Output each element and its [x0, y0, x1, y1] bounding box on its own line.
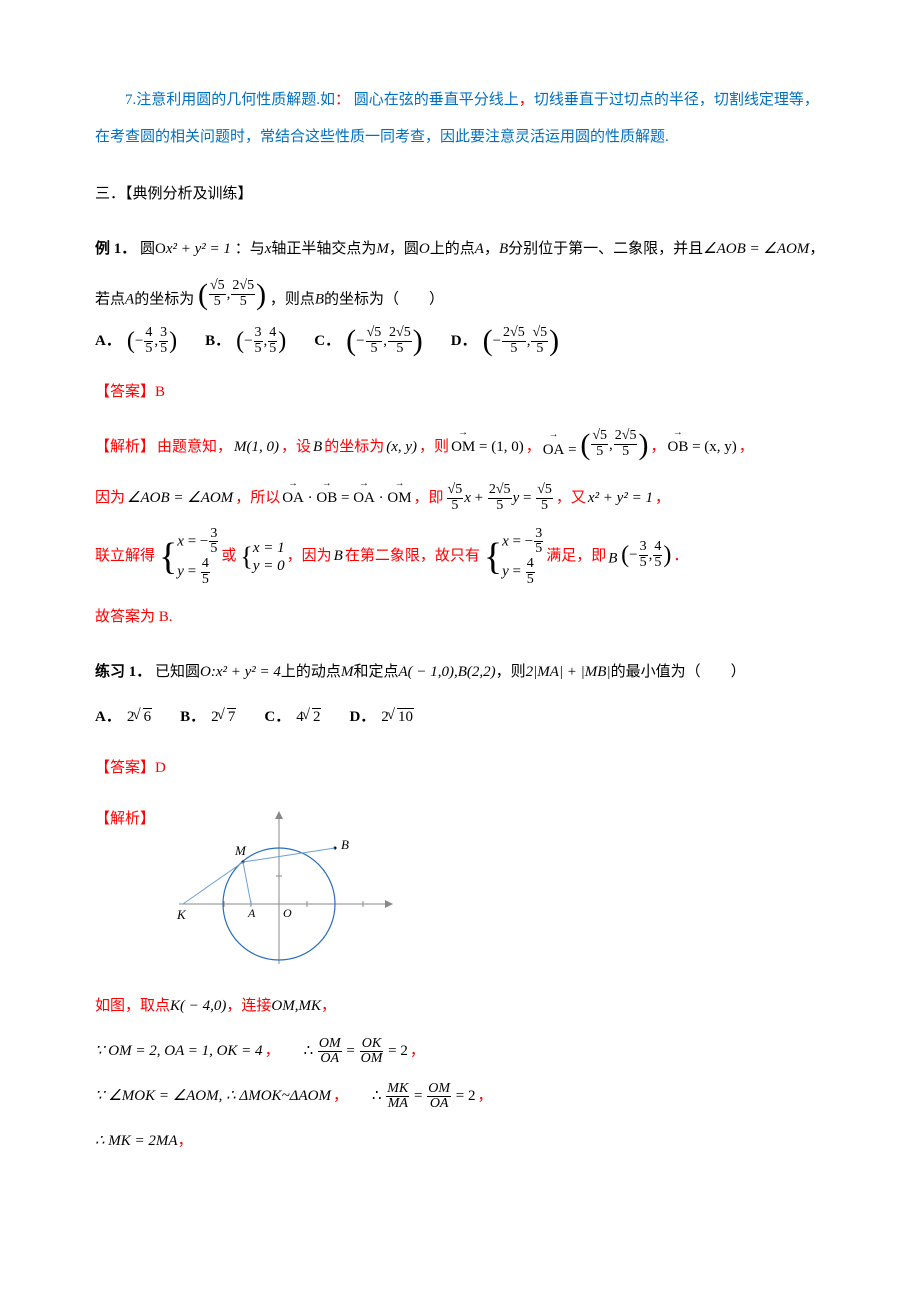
example-1-solution-2: 因为∠AOB = ∠AOM ，所以 OA · OB = OA · OM ，即 √… [95, 482, 825, 515]
example-1-line2: 若点A的坐标为 ( √55, 2√55 ) ，则点B的坐标为（ ） [95, 278, 825, 317]
tip-paragraph: 7.注意利用圆的几何性质解题.如：：圆心在弦的垂直平分线上 圆心在弦的垂直平分线… [95, 84, 825, 117]
example-1-options: A． ( − 45, 35 ) B． ( − 35, 45 ) C． ( − √… [95, 325, 825, 358]
practice-1-solution-row: 【解析】 M [95, 803, 825, 986]
svg-text:B: B [341, 837, 349, 852]
practice-1-s1: 如图，取点K( − 4,0)，连接OM,MK， [95, 990, 825, 1023]
option-d-2: D．210 [349, 701, 414, 734]
svg-text:M: M [234, 843, 247, 858]
example-1-solution-1: 【解析】 由题意知， M(1, 0) ，设B的坐标为(x, y) ，则OM = … [95, 427, 825, 468]
practice-1-answer: 【答案】D [95, 752, 825, 785]
svg-text:K: K [176, 907, 187, 922]
practice-1-options: A．26 B．27 C．42 D．210 [95, 701, 825, 734]
example-1: 例 1． 圆Ox² + y² = 1 ：与x轴正半轴交点为M，圆O上的点A，B分… [95, 233, 825, 266]
practice-1-line2: ∵ ∠MOK = ∠AOM, ∴ ΔMOK~ΔAOM ， ∴ MKMA = OM… [95, 1080, 825, 1113]
point-a-coord: ( √55, 2√55 ) [198, 278, 266, 311]
example-1-conclusion: 故答案为 B. [95, 601, 825, 634]
practice-1-line1: ∵ OM = 2, OA = 1, OK = 4 ， ∴ OMOA = OKOM… [95, 1035, 825, 1068]
option-b: B． ( − 35, 45 ) [205, 325, 286, 358]
option-c-2: C．42 [264, 701, 321, 734]
tip-num: 7. [125, 92, 136, 108]
coordinate-diagram: M B K A O [169, 809, 399, 982]
example-1-answer: 【答案】B [95, 376, 825, 409]
option-a: A． ( − 45, 35 ) [95, 325, 177, 358]
practice-1-line3: ∴ MK = 2MA， [95, 1125, 825, 1158]
option-a-2: A．26 [95, 701, 152, 734]
practice-1: 练习 1． 已知圆O:x² + y² = 4上的动点M和定点A( − 1,0),… [95, 656, 825, 689]
svg-text:A: A [247, 906, 256, 920]
tip-paragraph-2: 在考查圆的相关问题时，常结合这些性质一同考查，因此要注意灵活运用圆的性质解题. [95, 121, 825, 154]
section-title: 三．【典例分析及训练】 [95, 178, 825, 211]
svg-text:O: O [283, 906, 292, 920]
option-d: D． ( − 2√55, √55 ) [451, 325, 559, 358]
option-c: C． ( − √55, 2√55 ) [314, 325, 422, 358]
example-1-solution-3: 联立解得 { x = −35 y = 45 或 { x = 1 y = 0 ，因… [95, 525, 825, 590]
option-b-2: B．27 [180, 701, 236, 734]
